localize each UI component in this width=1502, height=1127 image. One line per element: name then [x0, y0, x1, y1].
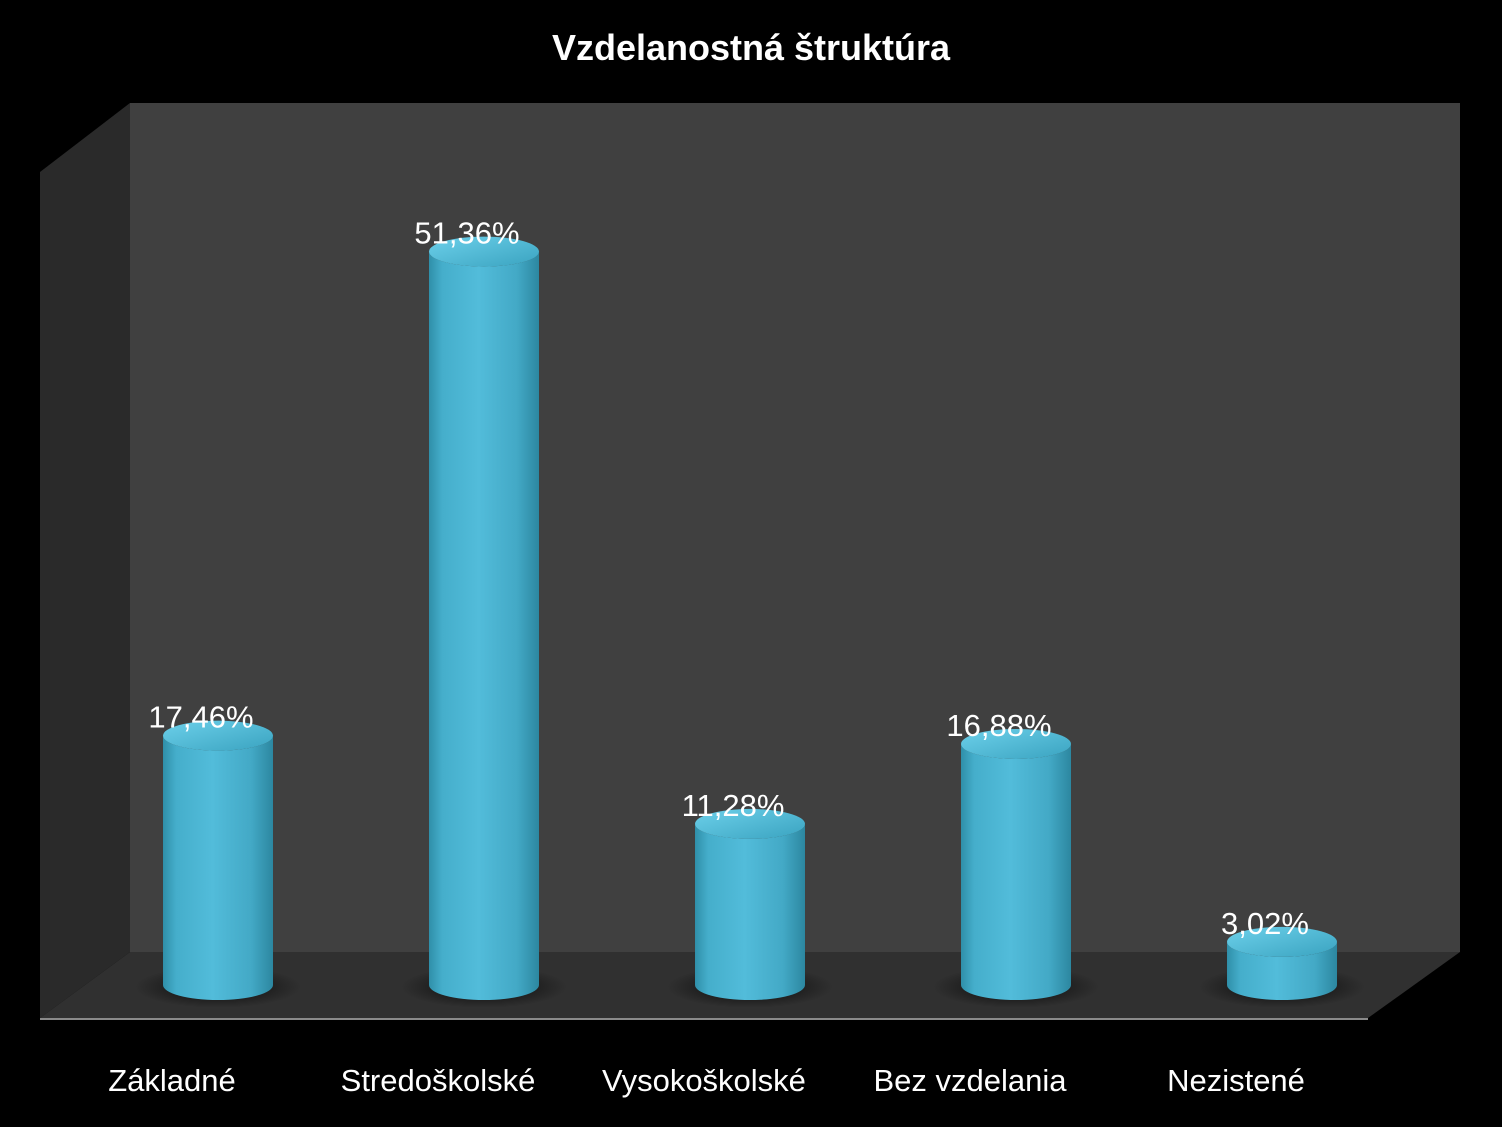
bar-2	[401, 236, 567, 1008]
bar-body	[429, 251, 539, 1000]
x-tick-label: Vysokoškolské	[602, 1063, 806, 1098]
bars-group: 17,46% 51,36% 11,28% 16,88% 3,02%	[135, 216, 1365, 1008]
category-labels: Základné Stredoškolské Vysokoškolské Bez vz…	[108, 1063, 1305, 1098]
data-label: 16,88%	[946, 708, 1051, 743]
bar-top	[1227, 926, 1337, 957]
bar-5	[1199, 926, 1365, 1008]
bar-top	[429, 236, 539, 267]
bar-body	[695, 823, 805, 1000]
data-label: 11,28%	[682, 788, 785, 823]
bar-4	[933, 728, 1099, 1008]
bar-top	[163, 720, 273, 751]
bar-1	[135, 720, 301, 1008]
data-label: 51,36%	[414, 216, 519, 251]
data-label: 17,46%	[148, 700, 253, 735]
bar-top	[961, 728, 1071, 759]
bar-body	[1227, 941, 1337, 1000]
chart-side-wall	[40, 103, 130, 1018]
bar-body	[961, 743, 1071, 1000]
x-tick-label: Stredoškolské	[341, 1063, 536, 1098]
x-tick-label: Bez vzdelania	[873, 1063, 1067, 1098]
data-label: 3,02%	[1221, 906, 1309, 941]
bar-top	[695, 808, 805, 839]
bar-body	[163, 735, 273, 1000]
chart-title: Vzdelanostná štruktúra	[552, 27, 951, 68]
bar-3	[667, 808, 833, 1008]
x-tick-label: Základné	[108, 1063, 236, 1098]
x-tick-label: Nezistené	[1167, 1063, 1305, 1098]
